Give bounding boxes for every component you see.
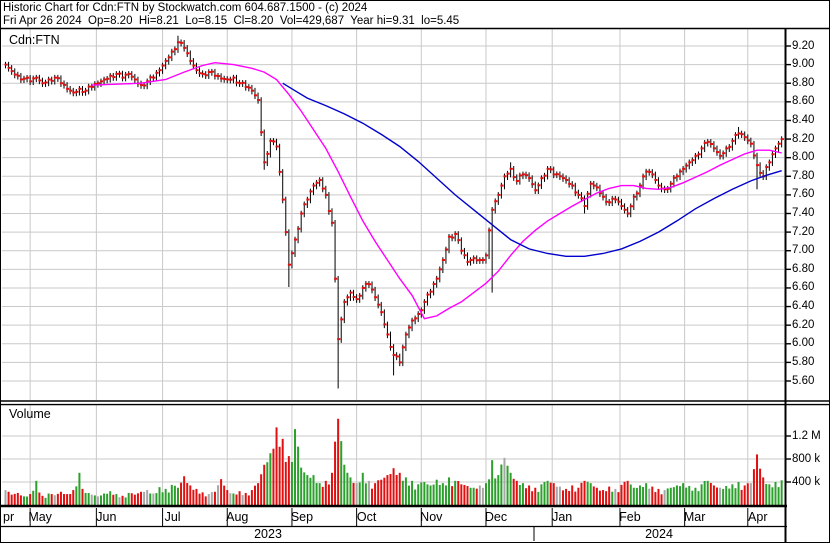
volume-panel-label: Volume (9, 407, 51, 421)
moving-averages-layer (91, 61, 782, 320)
month-label: Dec (484, 510, 508, 524)
price-axis-label: 8.00 (792, 151, 815, 164)
price-axis-label: 8.40 (792, 113, 815, 126)
volume-bars-layer (4, 418, 783, 506)
symbol-label: Cdn:FTN (9, 33, 60, 47)
month-label: Aug (226, 510, 249, 524)
candles-layer (4, 35, 784, 389)
price-axis-label: 6.60 (792, 281, 815, 294)
month-label: Nov (420, 510, 443, 524)
price-axis-label: 7.60 (792, 188, 815, 201)
price-axis-label: 8.80 (792, 76, 815, 89)
year-label-2023: 2023 (254, 527, 282, 541)
price-axis-label: 7.20 (792, 225, 815, 238)
price-axis-label: 6.40 (792, 300, 815, 313)
price-axis-label: 5.80 (792, 355, 815, 368)
long-moving-average (282, 82, 782, 257)
price-axis-label: 9.00 (792, 58, 815, 71)
month-label: Jan (552, 510, 573, 524)
price-axis-label: 7.00 (792, 244, 815, 257)
year-label-2024: 2024 (645, 527, 673, 541)
price-axis-label: 6.00 (792, 337, 815, 350)
volume-axis-label: 800 k (792, 452, 821, 465)
price-axis-label: 8.60 (792, 95, 815, 108)
price-axis-label: 6.80 (792, 262, 815, 275)
month-label: Mar (683, 510, 706, 524)
price-axis-label: 5.60 (792, 374, 815, 387)
month-label: Apr (748, 510, 768, 524)
price-axis-label: 8.20 (792, 132, 815, 145)
chart-quote-line: Fri Apr 26 2024 Op=8.20 Hi=8.21 Lo=8.15 … (3, 15, 460, 27)
price-axis-label: 7.40 (792, 207, 815, 219)
volume-axis-label: 1.2 M (792, 429, 821, 442)
price-axis-label: 7.80 (792, 169, 815, 182)
month-label: Feb (619, 510, 641, 524)
month-label: Jul (164, 510, 181, 524)
price-axis-label: 6.20 (792, 318, 815, 331)
month-label: May (28, 510, 52, 524)
month-label: Oct (356, 510, 377, 524)
short-moving-average (91, 61, 782, 320)
month-label: pr (3, 510, 15, 524)
month-label: Jun (96, 510, 117, 524)
volume-axis-label: 400 k (792, 475, 821, 488)
price-axis-label: 9.20 (792, 39, 815, 52)
month-label: Sep (290, 510, 314, 524)
gridlines-layer (2, 29, 784, 504)
chart-title-line: Historic Chart for Cdn:FTN by Stockwatch… (3, 2, 368, 14)
